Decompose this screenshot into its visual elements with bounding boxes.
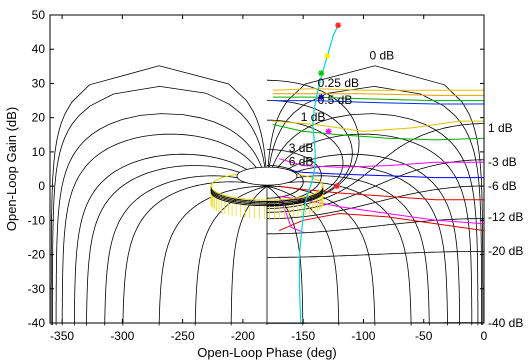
plot-frame xyxy=(49,14,485,324)
data-marker xyxy=(335,22,342,29)
phase-contour xyxy=(266,185,304,326)
contour-label: 3 dB xyxy=(289,141,314,155)
y-tick-label: 10 xyxy=(32,145,46,159)
data-marker xyxy=(333,183,340,190)
response-band-line xyxy=(273,96,484,102)
data-marker xyxy=(318,70,325,77)
x-tick-label: -300 xyxy=(110,329,134,343)
y-tick-label: -30 xyxy=(28,282,46,296)
ring-edge xyxy=(210,187,324,202)
right-edge-label: -3 dB xyxy=(488,155,517,169)
y-tick-label: 20 xyxy=(32,111,46,125)
x-tick-label: -350 xyxy=(50,329,74,343)
marker-layer xyxy=(318,22,342,190)
contour-label: 0.5 dB xyxy=(318,93,353,107)
y-tick-label: -40 xyxy=(28,316,46,330)
phase-contour xyxy=(230,185,268,326)
contour-label: 0 dB xyxy=(369,48,394,62)
y-tick-label: -10 xyxy=(28,213,46,227)
axis-ticks: -350 -300 -250 -200 -150 -100 -50 0-40-30-20-10… xyxy=(28,8,488,343)
data-marker xyxy=(324,53,331,60)
right-edge-labels: 1 dB -3 dB -6 dB -12 dB -20 dB -40 dB xyxy=(488,121,523,330)
right-edge-label: 1 dB xyxy=(488,121,513,135)
x-tick-label: -200 xyxy=(231,329,255,343)
ring-edge xyxy=(210,188,324,204)
response-band-line xyxy=(272,88,484,91)
data-marker xyxy=(325,128,332,135)
right-edge-label: -6 dB xyxy=(488,179,517,193)
x-axis-label: Open-Loop Phase (deg) xyxy=(197,345,336,360)
response-bands xyxy=(272,88,485,233)
response-band-line xyxy=(279,185,484,201)
response-band-line xyxy=(272,124,485,141)
x-tick-label: -150 xyxy=(291,329,315,343)
y-axis-label: Open-Loop Gain (dB) xyxy=(4,107,19,231)
ring-edge xyxy=(210,191,324,207)
contour-label: 0.25 dB xyxy=(318,76,359,90)
x-tick-label: 0 xyxy=(481,329,488,343)
phase-contour xyxy=(158,185,267,326)
y-tick-label: 50 xyxy=(32,8,46,22)
data-marker xyxy=(318,94,325,101)
contour-label: 1 dB xyxy=(301,110,326,124)
y-tick-label: 0 xyxy=(38,179,45,193)
right-edge-label: -40 dB xyxy=(488,316,523,330)
response-band-line xyxy=(278,212,485,232)
right-edge-label: -20 dB xyxy=(488,244,523,258)
response-band-line xyxy=(279,168,484,179)
uncertainty-ring xyxy=(210,166,324,219)
x-tick-label: -250 xyxy=(171,329,195,343)
response-band-line xyxy=(278,158,484,168)
y-tick-label: -20 xyxy=(28,248,46,262)
x-tick-label: -100 xyxy=(351,329,375,343)
ring-center xyxy=(236,166,298,186)
ring-edge xyxy=(210,190,324,205)
y-tick-label: 30 xyxy=(32,76,46,90)
x-tick-label: -50 xyxy=(415,329,433,343)
response-band-line xyxy=(272,120,484,132)
response-band-line xyxy=(281,199,304,233)
right-edge-label: -12 dB xyxy=(488,210,523,224)
y-tick-label: 40 xyxy=(32,42,46,56)
contour-labels: 0 dB 0.25 dB 0.5 dB 1 dB 3 dB6 dB xyxy=(289,48,394,168)
response-band-line xyxy=(273,100,484,105)
response-band-line xyxy=(273,93,484,96)
contour-label: 6 dB xyxy=(289,155,314,169)
phase-contour xyxy=(267,185,376,326)
